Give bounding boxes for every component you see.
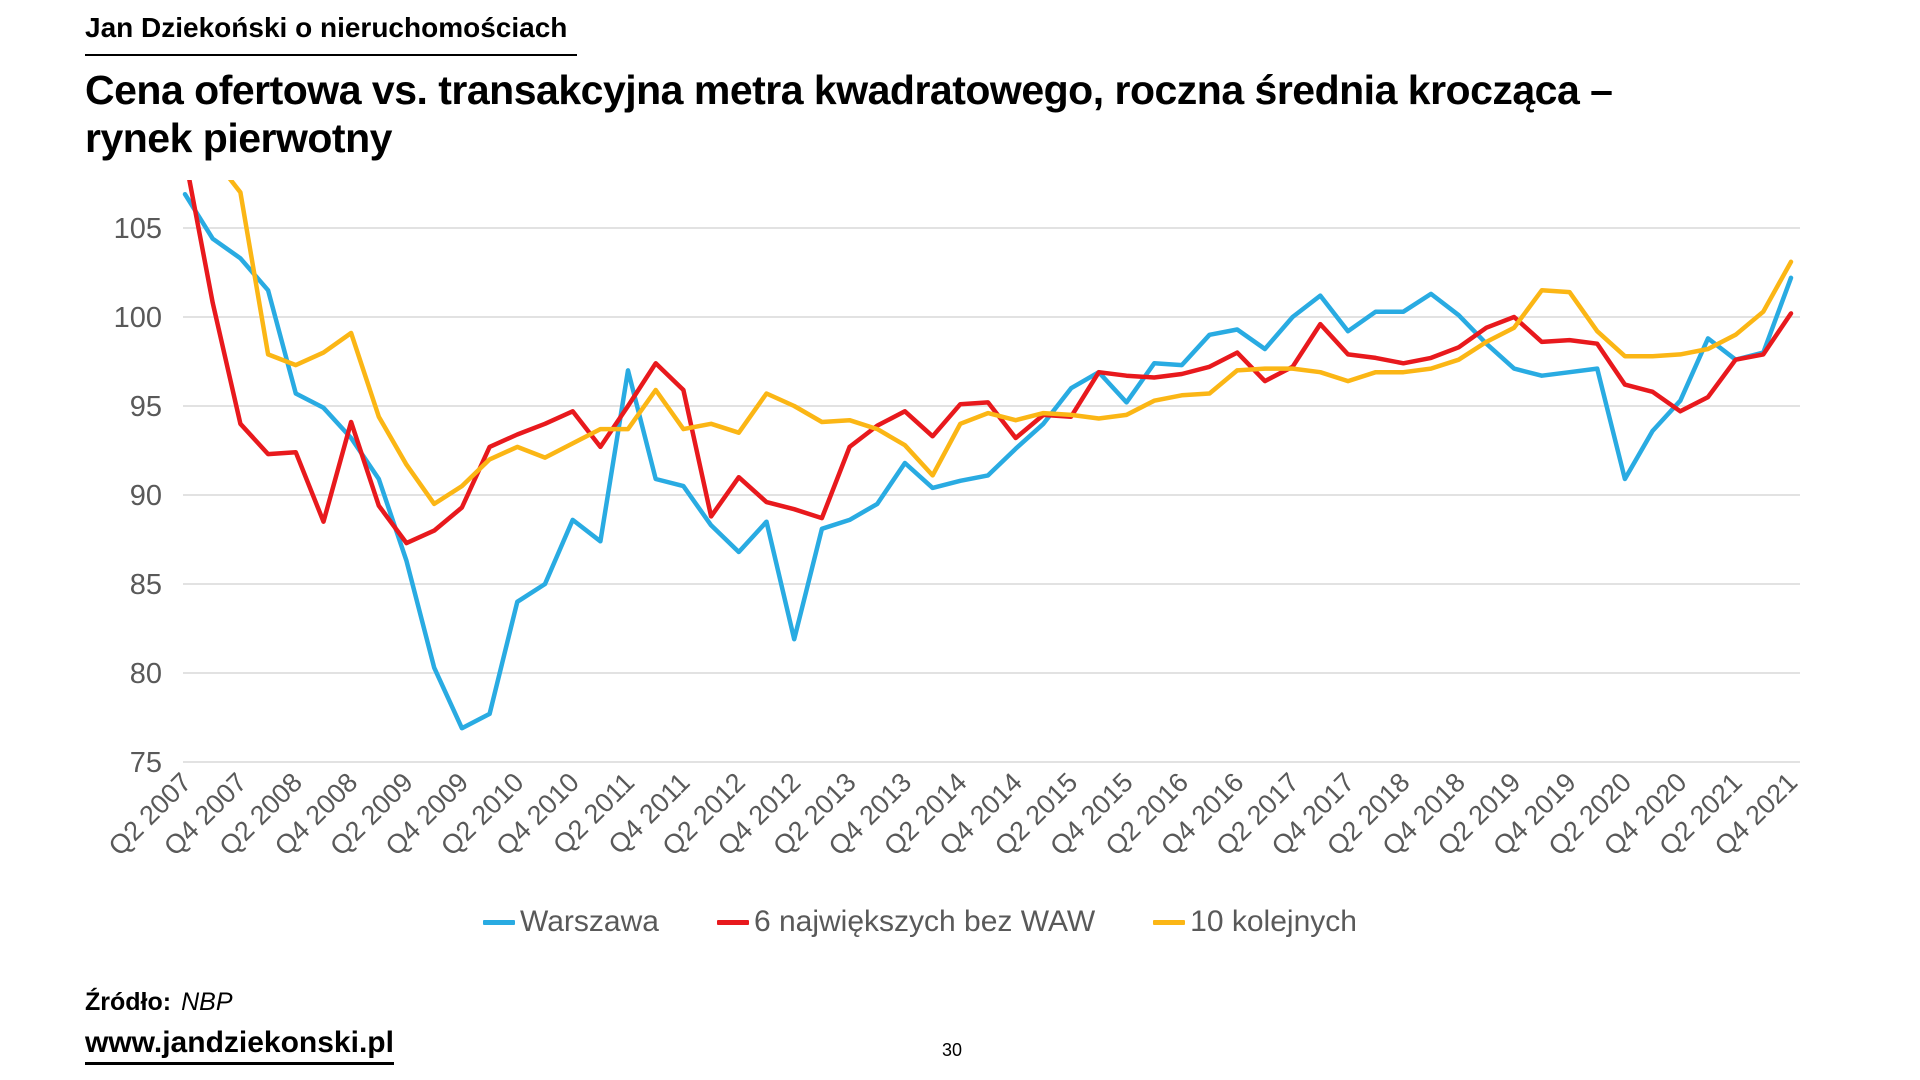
source-note: Źródło: NBP	[85, 988, 233, 1017]
legend-color-dash-icon	[716, 919, 749, 925]
legend-color-dash-icon	[1153, 919, 1186, 925]
y-axis-tick-label: 90	[130, 480, 162, 512]
source-value: NBP	[181, 988, 233, 1016]
page-number: 30	[942, 1040, 963, 1060]
legend-label: 10 kolejnych	[1190, 905, 1357, 938]
header-brand: Jan Dziekoński o nieruchomościach	[85, 12, 578, 56]
source-label: Źródło:	[85, 988, 172, 1016]
y-axis-tick-label: 100	[114, 302, 162, 334]
y-axis-tick-label: 85	[130, 569, 162, 601]
legend-item-10-kolejnych: 10 kolejnych	[1153, 905, 1357, 939]
series-line-warszawa	[182, 191, 1794, 731]
legend-item-6-najwi-kszych-bez-waw: 6 największych bez WAW	[716, 905, 1096, 939]
page-title: Cena ofertowa vs. transakcyjna metra kwa…	[85, 67, 1613, 162]
legend-label: 6 największych bez WAW	[753, 905, 1096, 938]
price-ratio-line-chart: 105 100 95 90 85 80 75 Q2 2007 Q4 2007 Q2 2008 Q4 …	[0, 170, 1920, 915]
legend-color-dash-icon	[483, 919, 516, 925]
series-line-6-najwi-kszych-bez-waw	[187, 180, 1794, 546]
y-axis-tick-label: 95	[130, 391, 162, 423]
legend-item-warszawa: Warszawa	[483, 905, 659, 939]
y-axis-tick-label: 80	[130, 658, 162, 690]
chart-legend: Warszawa 6 największych bez WAW 10 kolejny…	[0, 905, 1880, 939]
series-line-10-kolejnych	[227, 180, 1794, 507]
website-link[interactable]: www.jandziekonski.pl	[85, 1026, 394, 1065]
y-axis-tick-label: 75	[130, 747, 162, 779]
legend-label: Warszawa	[520, 905, 659, 938]
y-axis-tick-label: 105	[114, 213, 162, 245]
